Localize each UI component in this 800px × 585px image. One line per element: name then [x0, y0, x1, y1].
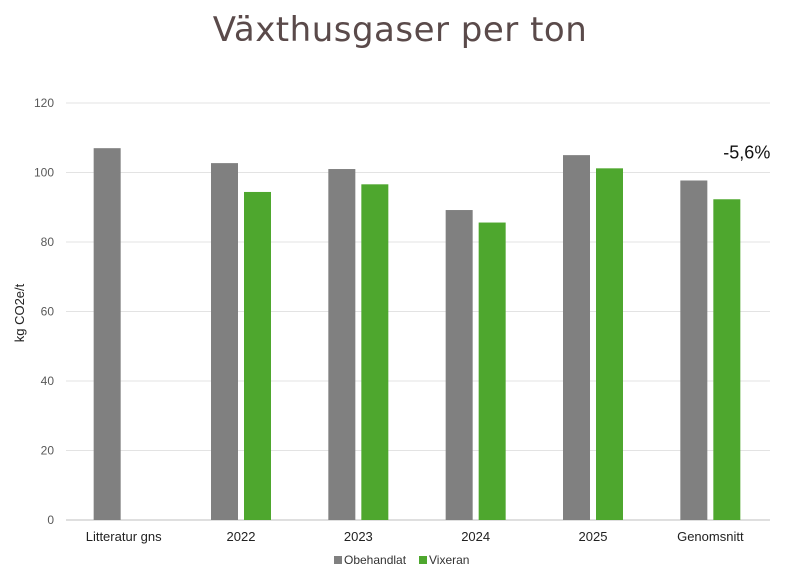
- y-tick-label: 120: [34, 96, 54, 110]
- bar-obehandlat: [563, 155, 590, 520]
- gridlines: [66, 102, 770, 521]
- legend-swatch: [334, 556, 342, 564]
- y-axis-label: kg CO2e/t: [12, 283, 27, 342]
- x-tick-label: 2022: [227, 529, 256, 544]
- bar-obehandlat: [445, 210, 473, 520]
- y-tick-label: 0: [47, 513, 54, 527]
- chart-title: Växthusgaser per ton: [212, 10, 588, 50]
- bars: [93, 148, 741, 521]
- legend-label: Obehandlat: [344, 553, 407, 567]
- bar-obehandlat: [680, 180, 708, 520]
- bar-vixeran: [361, 184, 389, 520]
- y-tick-label: 60: [41, 305, 55, 319]
- y-tick-label: 40: [41, 374, 55, 388]
- bar-vixeran: [478, 222, 506, 521]
- annotation-label: -5,6%: [723, 142, 770, 162]
- legend-label: Vixeran: [429, 553, 469, 567]
- x-tick-label: Genomsnitt: [677, 529, 744, 544]
- y-tick-label: 100: [34, 166, 54, 180]
- x-tick-label: 2023: [344, 529, 373, 544]
- x-tick-label: 2025: [579, 529, 608, 544]
- y-tick-label: 20: [41, 444, 55, 458]
- bar-obehandlat: [328, 169, 356, 520]
- legend: Obehandlat Vixeran: [334, 553, 469, 567]
- legend-swatch: [419, 556, 427, 564]
- x-tick-label: Litteratur gns: [86, 529, 162, 544]
- category-labels: Litteratur gns 2022 2023 2024 2025 Genomsnitt: [86, 529, 744, 544]
- bar-vixeran: [596, 168, 623, 520]
- bar-obehandlat: [93, 148, 121, 521]
- bar-obehandlat: [211, 163, 238, 520]
- x-tick-label: 2024: [461, 529, 490, 544]
- bar-vixeran: [244, 191, 271, 520]
- y-tick-labels: 0 20 40 60 80 100 120: [34, 96, 54, 527]
- y-tick-label: 80: [41, 235, 55, 249]
- bar-vixeran: [713, 199, 741, 520]
